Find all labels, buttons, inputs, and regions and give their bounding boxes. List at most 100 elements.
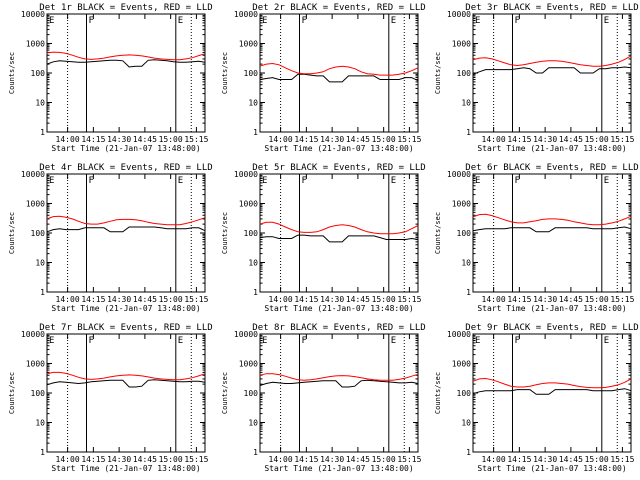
x-tick-label: 14:30 <box>320 455 344 464</box>
chart-panel-4: Det 4r BLACK = Events, RED = LLD 1 10 100 10… <box>8 163 213 313</box>
event-marker-label: E <box>262 336 267 346</box>
y-tick-label: 10 <box>35 99 45 108</box>
series-red-lld <box>46 51 206 61</box>
y-tick-label: 100 <box>457 69 472 78</box>
x-axis-label: Start Time (21-Jan-07 13:48:00) <box>51 144 200 153</box>
x-tick-label: 14:30 <box>533 135 557 144</box>
chart-panel-7: Det 7r BLACK = Events, RED = LLD 1 10 100 10… <box>8 323 213 473</box>
series-red-lld <box>46 371 206 381</box>
plot-frame <box>46 13 206 133</box>
x-axis-label: Start Time (21-Jan-07 13:48:00) <box>477 144 626 153</box>
y-tick-label: 1 <box>466 288 471 297</box>
x-tick-label: 14:15 <box>507 135 531 144</box>
event-marker-label: E <box>49 16 54 26</box>
event-marker-label: F <box>515 16 520 26</box>
event-marker-label: F <box>89 336 94 346</box>
x-tick-label: 14:45 <box>133 295 157 304</box>
x-tick-label: 14:45 <box>559 135 583 144</box>
chart-panel-1: Det 1r BLACK = Events, RED = LLD 1 10 100 10… <box>8 3 213 153</box>
y-tick-label: 1000 <box>26 200 45 209</box>
plot-frame <box>259 173 419 293</box>
plot-frame <box>46 173 206 293</box>
y-tick-label: 100 <box>244 229 259 238</box>
event-marker-label: F <box>515 336 520 346</box>
x-tick-label: 14:30 <box>533 295 557 304</box>
y-tick-label: 100 <box>244 69 259 78</box>
y-axis-label: Counts/sec <box>434 212 442 254</box>
plot-frame <box>472 173 632 293</box>
x-axis-label: Start Time (21-Jan-07 13:48:00) <box>264 144 413 153</box>
x-tick-label: 15:15 <box>397 295 421 304</box>
y-tick-label: 1 <box>40 448 45 457</box>
x-tick-label: 15:00 <box>159 135 183 144</box>
y-tick-label: 1000 <box>26 360 45 369</box>
event-marker-label: E <box>178 176 183 186</box>
x-axis-label: Start Time (21-Jan-07 13:48:00) <box>477 304 626 313</box>
y-tick-label: 10 <box>35 259 45 268</box>
event-marker-label: E <box>262 176 267 186</box>
y-axis-label: Counts/sec <box>8 52 16 94</box>
x-tick-label: 14:15 <box>294 135 318 144</box>
series-black-events <box>46 59 206 68</box>
y-tick-label: 1 <box>40 128 45 137</box>
x-tick-label: 14:00 <box>482 455 506 464</box>
x-tick-label: 14:30 <box>533 455 557 464</box>
chart-title: Det 4r BLACK = Events, RED = LLD <box>39 163 212 173</box>
x-tick-label: 15:15 <box>397 135 421 144</box>
y-axis-label: Counts/sec <box>221 212 229 254</box>
y-tick-label: 100 <box>31 389 46 398</box>
series-black-events <box>259 73 419 83</box>
y-axis-label: Counts/sec <box>221 372 229 414</box>
series-black-events <box>46 379 206 388</box>
y-tick-label: 10 <box>35 419 45 428</box>
x-tick-label: 15:00 <box>372 135 396 144</box>
y-tick-label: 10000 <box>447 330 471 339</box>
x-tick-label: 15:15 <box>184 135 208 144</box>
event-marker-label: F <box>89 176 94 186</box>
y-axis-label: Counts/sec <box>8 212 16 254</box>
x-tick-label: 15:15 <box>610 295 634 304</box>
chart-title: Det 5r BLACK = Events, RED = LLD <box>252 163 425 173</box>
y-axis-label: Counts/sec <box>434 52 442 94</box>
x-tick-label: 14:30 <box>320 295 344 304</box>
x-tick-label: 14:00 <box>56 295 80 304</box>
x-tick-label: 14:45 <box>346 455 370 464</box>
plot-frame <box>472 333 632 453</box>
y-tick-label: 1000 <box>452 200 471 209</box>
y-tick-label: 100 <box>244 389 259 398</box>
series-red-lld <box>46 215 206 226</box>
y-tick-label: 1000 <box>452 40 471 49</box>
x-tick-label: 14:00 <box>56 135 80 144</box>
chart-panel-2: Det 2r BLACK = Events, RED = LLD 1 10 100 10… <box>221 3 426 153</box>
x-tick-label: 14:15 <box>81 135 105 144</box>
event-marker-label: F <box>302 176 307 186</box>
x-tick-label: 14:45 <box>559 295 583 304</box>
series-black-events <box>259 234 419 243</box>
plot-frame <box>46 333 206 453</box>
event-marker-label: E <box>262 16 267 26</box>
x-tick-label: 14:00 <box>56 455 80 464</box>
x-tick-label: 14:00 <box>269 455 293 464</box>
series-red-lld <box>259 373 419 381</box>
y-axis-label: Counts/sec <box>434 372 442 414</box>
y-tick-label: 1 <box>40 288 45 297</box>
y-tick-label: 1 <box>466 448 471 457</box>
chart-title: Det 9r BLACK = Events, RED = LLD <box>465 323 638 333</box>
series-black-events <box>472 66 632 75</box>
y-tick-label: 10 <box>461 99 471 108</box>
y-tick-label: 100 <box>457 229 472 238</box>
y-tick-label: 10000 <box>21 170 45 179</box>
chart-panel-6: Det 6r BLACK = Events, RED = LLD 1 10 100 10… <box>434 163 639 313</box>
x-tick-label: 15:00 <box>585 455 609 464</box>
x-tick-label: 14:00 <box>269 135 293 144</box>
series-red-lld <box>472 55 632 67</box>
x-axis-label: Start Time (21-Jan-07 13:48:00) <box>264 304 413 313</box>
event-marker-label: E <box>604 336 609 346</box>
x-axis-label: Start Time (21-Jan-07 13:48:00) <box>477 464 626 473</box>
x-tick-label: 15:00 <box>585 135 609 144</box>
x-tick-label: 14:30 <box>107 135 131 144</box>
y-tick-label: 1 <box>466 128 471 137</box>
chart-panel-9: Det 9r BLACK = Events, RED = LLD 1 10 100 10… <box>434 323 639 473</box>
x-tick-label: 14:45 <box>559 455 583 464</box>
